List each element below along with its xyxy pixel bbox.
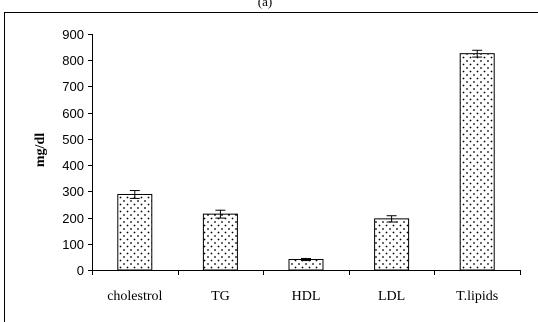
y-axis: 0 100 200 300 400 500 600 700 800 900 [62,27,93,278]
y-tick-label: 800 [62,53,84,68]
bar-tg [202,213,238,271]
x-tick-label: LDL [378,289,405,304]
x-tick-label: TG [211,289,230,304]
y-tick-label: 300 [62,184,84,199]
y-tick-label: 900 [62,27,84,42]
y-tick-label: 500 [62,132,84,147]
error-bar [129,190,140,199]
y-tick-label: 400 [62,158,84,173]
bar-ldl [374,218,410,271]
bars-group [117,49,495,271]
x-tick-label: HDL [292,289,321,304]
x-tick-label: cholestrol [107,289,162,304]
error-bar [301,257,311,262]
x-axis [92,270,521,275]
bar-t-lipids [459,53,495,271]
y-tick-label: 700 [62,79,84,94]
error-bar [215,209,226,219]
y-tick-label: 600 [62,106,84,121]
x-tick-labels: cholestrol TG HDL LDL T.lipids [107,289,498,304]
y-tick-label: 0 [77,263,84,278]
bar-hdl [288,259,324,271]
error-bar [472,49,483,58]
x-tick-label: T.lipids [456,289,498,304]
y-tick-label: 100 [62,237,84,252]
bar-cholestrol [117,193,153,271]
error-bar [386,215,397,223]
panel-label: (a) [258,0,272,9]
y-tick-label: 200 [62,211,84,226]
y-axis-label: mg/dl [33,133,48,167]
